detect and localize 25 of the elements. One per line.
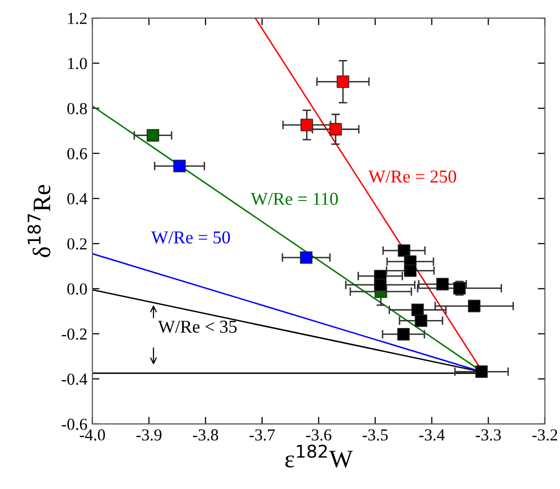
y-tick-label: 1.0 bbox=[68, 58, 87, 70]
series-label: W/Re = 50 bbox=[151, 231, 230, 244]
y-tick-label: 1.2 bbox=[68, 12, 87, 24]
y-tick-label: -0.4 bbox=[62, 374, 88, 385]
x-tick-label: -3.8 bbox=[192, 429, 218, 441]
legend-label: W/Re < 35 bbox=[158, 320, 237, 333]
x-tick-label: -3.2 bbox=[532, 429, 558, 441]
series-label: W/Re = 250 bbox=[368, 170, 456, 183]
y-tick-label: 0.8 bbox=[67, 102, 87, 114]
x-tick-label: -3.7 bbox=[250, 429, 275, 441]
y-tick-label: -0.2 bbox=[62, 328, 87, 340]
x-tick-label: -3.5 bbox=[362, 429, 388, 441]
y-tick-label: 0.0 bbox=[67, 283, 87, 295]
x-tick-label: -4.0 bbox=[80, 429, 105, 441]
y-tick-label: 0.4 bbox=[67, 193, 88, 204]
y-tick-label: 0.2 bbox=[67, 238, 87, 250]
series-label: W/Re = 110 bbox=[250, 192, 338, 206]
x-tick-label: -3.3 bbox=[476, 429, 501, 441]
y-axis-title: δ$^{187}$Re bbox=[28, 185, 50, 258]
x-axis-title: ε$^{182}$W bbox=[285, 444, 353, 468]
y-tick-label: 0.6 bbox=[67, 148, 88, 160]
x-tick-label: -3.4 bbox=[419, 429, 445, 441]
x-tick-label: -3.6 bbox=[306, 429, 332, 441]
x-tick-label: -3.9 bbox=[136, 429, 162, 441]
y-tick-label: -0.6 bbox=[62, 418, 88, 430]
